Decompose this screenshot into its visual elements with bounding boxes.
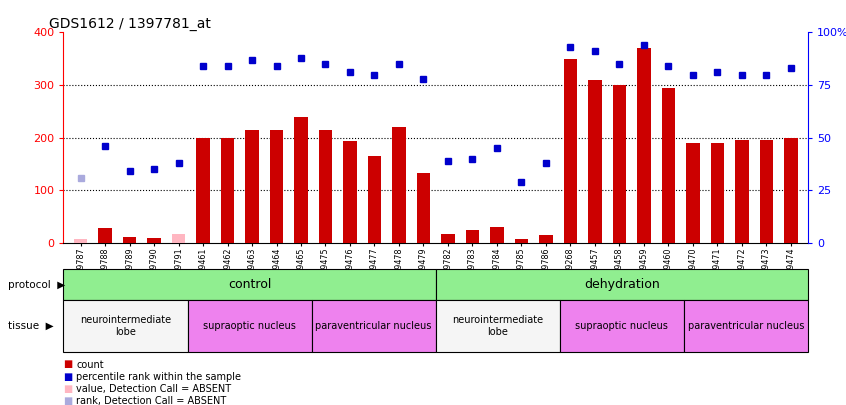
Bar — [436, 300, 560, 352]
Bar — [684, 300, 808, 352]
Text: protocol  ▶: protocol ▶ — [8, 279, 66, 290]
Bar — [311, 300, 436, 352]
Text: ■: ■ — [63, 396, 73, 405]
Bar — [490, 227, 503, 243]
Bar — [393, 127, 406, 243]
Bar — [172, 234, 185, 243]
Bar — [711, 143, 724, 243]
Bar — [588, 80, 602, 243]
Text: value, Detection Call = ABSENT: value, Detection Call = ABSENT — [76, 384, 231, 394]
Bar — [784, 138, 798, 243]
Bar — [63, 269, 436, 300]
Bar — [613, 85, 626, 243]
Bar — [563, 59, 577, 243]
Bar — [98, 228, 112, 243]
Bar — [637, 48, 651, 243]
Text: percentile rank within the sample: percentile rank within the sample — [76, 372, 241, 382]
Bar — [245, 130, 259, 243]
Bar — [270, 130, 283, 243]
Text: neurointermediate
lobe: neurointermediate lobe — [80, 315, 171, 337]
Text: paraventricular nucleus: paraventricular nucleus — [688, 321, 804, 331]
Text: rank, Detection Call = ABSENT: rank, Detection Call = ABSENT — [76, 396, 227, 405]
Bar — [539, 235, 552, 243]
Bar — [465, 230, 479, 243]
Bar — [196, 138, 210, 243]
Text: neurointermediate
lobe: neurointermediate lobe — [452, 315, 543, 337]
Bar — [514, 239, 528, 243]
Text: count: count — [76, 360, 104, 369]
Bar — [560, 300, 684, 352]
Bar — [686, 143, 700, 243]
Text: GDS1612 / 1397781_at: GDS1612 / 1397781_at — [48, 17, 211, 31]
Bar — [368, 156, 382, 243]
Bar — [343, 141, 357, 243]
Text: ■: ■ — [63, 360, 73, 369]
Text: ■: ■ — [63, 384, 73, 394]
Bar — [147, 238, 161, 243]
Bar — [760, 140, 773, 243]
Text: ■: ■ — [63, 372, 73, 382]
Bar — [662, 88, 675, 243]
Text: supraoptic nucleus: supraoptic nucleus — [203, 321, 296, 331]
Bar — [442, 234, 454, 243]
Bar — [294, 117, 308, 243]
Bar — [188, 300, 311, 352]
Text: tissue  ▶: tissue ▶ — [8, 321, 54, 331]
Text: supraoptic nucleus: supraoptic nucleus — [575, 321, 668, 331]
Text: control: control — [228, 278, 272, 291]
Text: dehydration: dehydration — [584, 278, 660, 291]
Bar — [436, 269, 808, 300]
Bar — [319, 130, 332, 243]
Bar — [735, 140, 749, 243]
Bar — [417, 173, 430, 243]
Bar — [221, 138, 234, 243]
Text: paraventricular nucleus: paraventricular nucleus — [316, 321, 431, 331]
Bar — [123, 237, 136, 243]
Bar — [74, 239, 87, 243]
Bar — [63, 300, 188, 352]
